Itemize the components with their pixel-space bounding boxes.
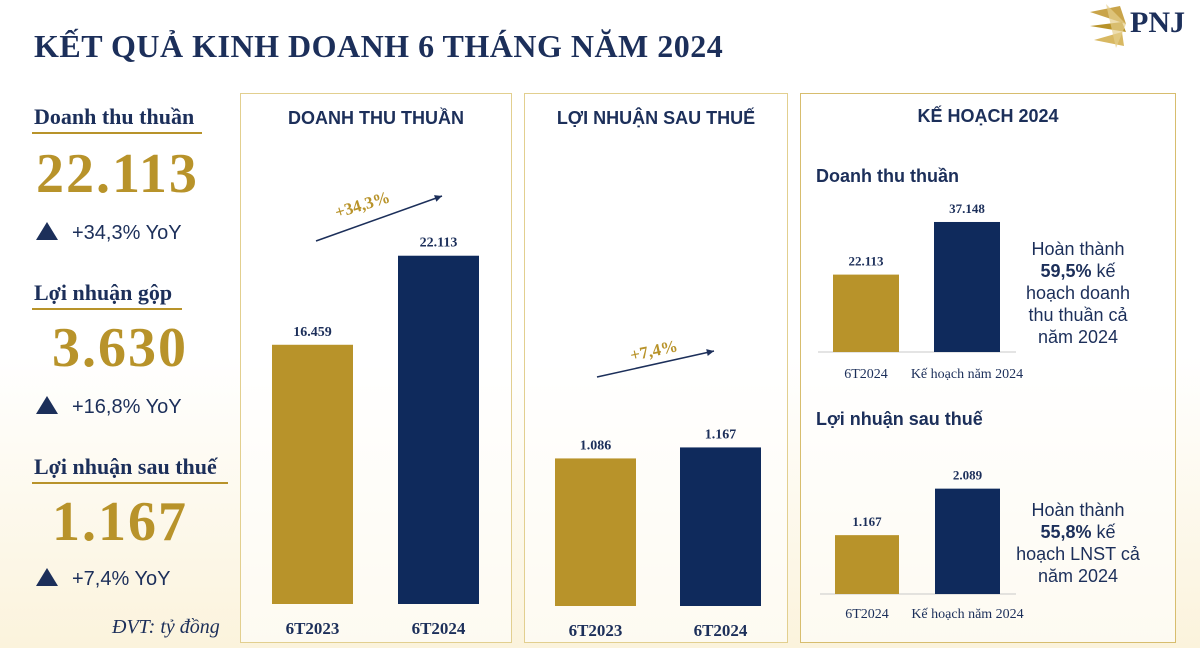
note-text: kế <box>1091 522 1116 542</box>
page-title: KẾT QUẢ KINH DOANH 6 THÁNG NĂM 2024 <box>34 28 724 64</box>
category-label: 6T2024 <box>844 367 888 382</box>
brand-logo-text: PNJ <box>1130 6 1185 39</box>
note-line: 59,5% kế <box>1013 260 1143 282</box>
kpi-revenue-value: 22.113 <box>36 143 199 205</box>
note-line: hoạch doanh <box>1025 283 1131 303</box>
bar-kế-hoạch-năm-2024 <box>934 221 1000 352</box>
category-label: 6T2024 <box>412 619 466 638</box>
category-label: Kế hoạch năm 2024 <box>911 367 1023 382</box>
bar-6t2024 <box>835 535 899 594</box>
growth-arrow <box>315 195 443 242</box>
note-percent: 59,5% <box>1040 261 1092 281</box>
unit-note: ĐVT: tỷ đồng <box>112 616 220 638</box>
kpi-gross-profit-change-text: +16,8% YoY <box>72 396 182 418</box>
bar-kế-hoạch-năm-2024 <box>935 488 1000 594</box>
kpi-net-profit-change-text: +7,4% YoY <box>72 568 171 590</box>
kpi-net-profit-label: Lợi nhuận sau thuế <box>34 454 217 479</box>
kpi-gross-profit-underline <box>32 308 182 310</box>
kpi-gross-profit-label: Lợi nhuận gộp <box>34 280 173 305</box>
kpi-net-profit-underline <box>32 482 228 484</box>
category-label: 6T2024 <box>845 607 889 622</box>
note-line: năm 2024 <box>1037 566 1119 586</box>
bar-6t2024 <box>680 447 761 606</box>
bar-value-label: 22.113 <box>848 254 884 269</box>
plan-profit-subtitle: Lợi nhuận sau thuế <box>816 409 983 429</box>
bar-6t2023 <box>272 344 353 604</box>
growth-arrow <box>596 350 715 378</box>
bar-value-label: 16.459 <box>293 325 332 340</box>
revenue-panel-title: DOANH THU THUẦN <box>288 108 464 128</box>
kpi-revenue-underline <box>32 132 202 134</box>
plan-profit-note: Hoàn thành 55,8% kế hoạch LNST cả năm 20… <box>1013 499 1143 587</box>
category-label: 6T2023 <box>569 621 623 640</box>
bar-value-label: 1.086 <box>580 438 612 453</box>
plan-revenue-subtitle: Doanh thu thuần <box>816 166 959 186</box>
kpi-net-profit-value: 1.167 <box>52 491 188 553</box>
note-line: năm 2024 <box>1037 327 1119 347</box>
kpi-gross-profit-change: +16,8% YoY <box>36 396 182 419</box>
category-label: 6T2023 <box>286 619 340 638</box>
category-label: Kế hoạch năm 2024 <box>911 607 1023 622</box>
bar-value-label: 22.113 <box>420 236 458 251</box>
note-percent: 55,8% <box>1040 522 1092 542</box>
arrow-head-icon <box>434 195 442 202</box>
triangle-up-icon <box>36 568 58 586</box>
bar-6t2023 <box>555 458 636 606</box>
plan-revenue-note: Hoàn thành 59,5% kế hoạch doanh thu thuầ… <box>1013 238 1143 348</box>
triangle-up-icon <box>36 222 58 240</box>
category-label: 6T2024 <box>694 621 748 640</box>
note-line: Hoàn thành <box>1031 239 1125 259</box>
note-text: kế <box>1091 261 1116 281</box>
kpi-revenue-change: +34,3% YoY <box>36 222 182 245</box>
note-line: 55,8% kế <box>1013 521 1143 543</box>
bar-6t2024 <box>833 274 899 352</box>
kpi-revenue-label: Doanh thu thuần <box>34 104 195 129</box>
bar-value-label: 37.148 <box>949 201 985 216</box>
note-line: hoạch LNST cả <box>1016 544 1140 564</box>
kpi-gross-profit-value: 3.630 <box>52 317 188 379</box>
bar-value-label: 1.167 <box>852 514 882 529</box>
note-line: thu thuần cả <box>1028 305 1128 325</box>
kpi-revenue-change-text: +34,3% YoY <box>72 222 182 244</box>
arrow-head-icon <box>706 349 714 356</box>
plan-panel-title: KẾ HOẠCH 2024 <box>917 106 1059 126</box>
bar-value-label: 2.089 <box>953 468 983 483</box>
kpi-net-profit-change: +7,4% YoY <box>36 568 170 591</box>
bar-value-label: 1.167 <box>705 427 737 442</box>
pnj-logo-icon <box>1090 4 1126 48</box>
note-line: Hoàn thành <box>1031 500 1125 520</box>
bar-6t2024 <box>398 255 479 604</box>
profit-panel-title: LỢI NHUẬN SAU THUẾ <box>556 108 756 128</box>
triangle-up-icon <box>36 396 58 414</box>
